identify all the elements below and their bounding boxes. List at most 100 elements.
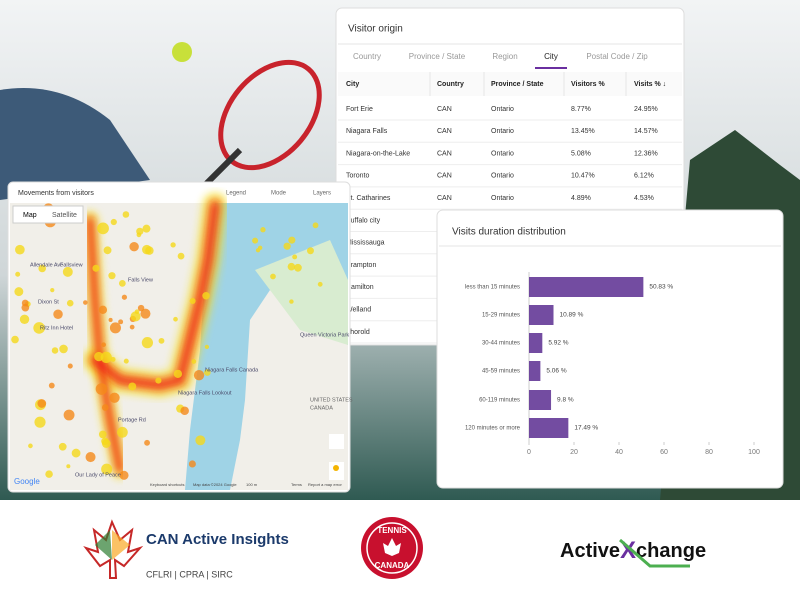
heat-spot (173, 316, 178, 322)
table-cell: 4.89% (571, 195, 591, 202)
heat-spot (289, 299, 294, 304)
map-label: Queen Victoria Park (300, 332, 349, 338)
heat-spot (45, 470, 53, 478)
map-footer-text: 100 m (246, 482, 258, 487)
heat-band (91, 201, 219, 389)
x-tick-label: 100 (748, 449, 760, 456)
heat-spot (95, 383, 108, 395)
panel-title: Visitor origin (348, 24, 403, 35)
map-type-toggle (12, 205, 84, 224)
heat-spot (14, 287, 24, 297)
fullscreen-control[interactable] (329, 434, 344, 449)
heat-spot (121, 294, 128, 300)
heat-spot (158, 337, 165, 344)
panel-title: Movements from visitors (18, 190, 94, 197)
column-header[interactable]: Visits % ↓ (634, 81, 666, 88)
heat-spot (195, 435, 206, 446)
mode-button[interactable]: Mode (271, 191, 287, 197)
heat-spot (48, 382, 55, 389)
heat-spot (283, 242, 291, 250)
heat-spot (108, 317, 113, 322)
map-label: Dixon St (38, 299, 59, 305)
heat-spot (66, 299, 74, 307)
heat-spot (33, 322, 45, 334)
heat-spot (203, 369, 211, 376)
map-label: Allendale Ave (30, 262, 63, 268)
heat-spot (97, 222, 109, 235)
heat-spot (85, 452, 96, 463)
heat-spot (317, 281, 323, 287)
tab[interactable]: Country (353, 52, 381, 61)
heat-spot (28, 443, 33, 449)
layers-button[interactable]: Layers (313, 191, 331, 197)
heat-spot (189, 298, 196, 305)
heat-spot (19, 314, 30, 325)
heat-spot (101, 404, 109, 411)
heat-spot (155, 377, 162, 384)
map-footer-text: Map data ©2024 Google (193, 482, 237, 487)
heat-spot (101, 463, 113, 475)
table-cell: CAN (437, 150, 452, 157)
value-label: 5.06 % (546, 368, 566, 375)
heat-spot (51, 347, 59, 354)
x-tick-label: 20 (570, 449, 578, 456)
map-footer-text[interactable]: Terms (291, 482, 302, 487)
table-cell: Ontario (491, 106, 514, 113)
table-cell: Ontario (491, 195, 514, 202)
table-cell: St. Catharines (346, 195, 391, 202)
column-header: Province / State (491, 81, 544, 88)
heat-spot (38, 264, 47, 273)
map-park (255, 240, 348, 345)
legend-button[interactable]: Legend (226, 191, 246, 197)
heat-spot (134, 309, 140, 315)
heat-spot (15, 244, 25, 255)
heat-spot (123, 358, 129, 364)
table-cell: Niagara Falls (346, 128, 388, 135)
logo-ring (366, 522, 418, 574)
heat-spot (98, 305, 108, 315)
x-tick-label: 40 (615, 449, 623, 456)
table-cell: Hamilton (346, 284, 374, 291)
value-label: 17.49 % (574, 425, 598, 432)
table-cell: CAN (437, 195, 452, 202)
table-cell: Mississauga (346, 240, 385, 247)
table-cell: Brampton (346, 262, 376, 269)
satellite-type-button[interactable]: Satellite (52, 212, 77, 219)
leaf-facet (95, 530, 112, 560)
heat-spot (202, 291, 210, 300)
x-tick-label: 0 (527, 449, 531, 456)
table-cell: 14.57% (634, 128, 658, 135)
heatmap (11, 192, 323, 480)
heat-spot (128, 382, 137, 391)
map-label: Portage Rd (118, 417, 146, 423)
tab[interactable]: City (544, 52, 558, 61)
heat-spot (193, 370, 205, 381)
x-tick-label: 60 (660, 449, 668, 456)
heat-spot (129, 324, 135, 330)
table-cell: 24.95% (634, 106, 658, 113)
map-label: CANADA (310, 405, 333, 411)
table-cell: CAN (437, 128, 452, 135)
tab[interactable]: Province / State (409, 52, 466, 61)
heat-spot (37, 399, 47, 408)
table-cell: Welland (346, 307, 371, 314)
tab[interactable]: Postal Code / Zip (586, 52, 648, 61)
pegman-control[interactable] (329, 462, 344, 480)
map-type-button[interactable]: Map (23, 212, 37, 219)
heat-spot (141, 337, 154, 349)
heat-spot (117, 426, 128, 438)
column-header: Visitors % (571, 81, 605, 88)
y-tick-label: less than 15 minutes (465, 285, 520, 291)
heat-spot (118, 319, 124, 325)
tab[interactable]: Region (492, 52, 517, 61)
map-label: Our Lady of Peace (75, 472, 121, 478)
heat-spot (101, 437, 109, 446)
map-label: Niagara Falls Lookout (178, 390, 232, 396)
y-tick-label: 120 minutes or more (465, 426, 521, 432)
heat-spot (83, 300, 88, 305)
heat-spot (109, 322, 121, 334)
table-cell: Ontario (491, 128, 514, 135)
map-footer-text[interactable]: Report a map error (308, 482, 342, 487)
heat-spot (59, 344, 68, 354)
logo-leaf (383, 538, 401, 556)
